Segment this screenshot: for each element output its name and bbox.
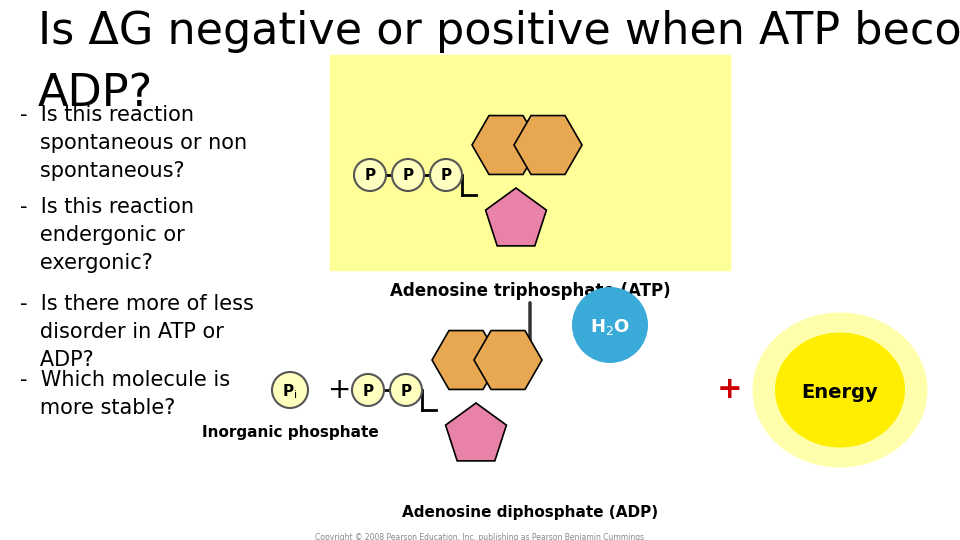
- Text: P: P: [400, 383, 412, 399]
- Circle shape: [390, 374, 422, 406]
- Text: P: P: [363, 383, 373, 399]
- Text: -  Which molecule is
   more stable?: - Which molecule is more stable?: [20, 370, 230, 418]
- Circle shape: [392, 159, 424, 191]
- Text: i: i: [295, 390, 298, 400]
- Text: P: P: [282, 383, 294, 399]
- Polygon shape: [445, 403, 507, 461]
- Text: Energy: Energy: [802, 382, 878, 402]
- Ellipse shape: [775, 333, 905, 448]
- Text: +: +: [328, 376, 351, 404]
- Circle shape: [430, 159, 462, 191]
- Text: Adenosine diphosphate (ADP): Adenosine diphosphate (ADP): [402, 505, 658, 520]
- Circle shape: [352, 374, 384, 406]
- Text: Is ΔG negative or positive when ATP becomes: Is ΔG negative or positive when ATP beco…: [38, 10, 960, 53]
- Text: +: +: [717, 375, 743, 404]
- Circle shape: [272, 372, 308, 408]
- Text: -  Is this reaction
   spontaneous or non
   spontaneous?: - Is this reaction spontaneous or non sp…: [20, 105, 247, 181]
- Text: P: P: [402, 168, 414, 184]
- Text: Copyright © 2008 Pearson Education, Inc. publishing as Pearson Benjamin Cummings: Copyright © 2008 Pearson Education, Inc.…: [316, 533, 644, 540]
- Text: -  Is this reaction
   endergonic or
   exergonic?: - Is this reaction endergonic or exergon…: [20, 197, 194, 273]
- Circle shape: [572, 287, 648, 363]
- Polygon shape: [514, 116, 582, 174]
- FancyBboxPatch shape: [330, 55, 730, 270]
- Polygon shape: [432, 330, 500, 389]
- Text: ADP?: ADP?: [38, 72, 154, 115]
- Polygon shape: [474, 330, 542, 389]
- Text: H$_2$O: H$_2$O: [590, 317, 630, 337]
- Text: Adenosine triphosphate (ATP): Adenosine triphosphate (ATP): [390, 282, 670, 300]
- Polygon shape: [486, 188, 546, 246]
- Text: P: P: [441, 168, 451, 184]
- Text: Inorganic phosphate: Inorganic phosphate: [202, 425, 378, 440]
- Circle shape: [354, 159, 386, 191]
- Text: -  Is there more of less
   disorder in ATP or
   ADP?: - Is there more of less disorder in ATP …: [20, 294, 253, 370]
- Polygon shape: [472, 116, 540, 174]
- Text: P: P: [365, 168, 375, 184]
- Ellipse shape: [753, 313, 927, 468]
